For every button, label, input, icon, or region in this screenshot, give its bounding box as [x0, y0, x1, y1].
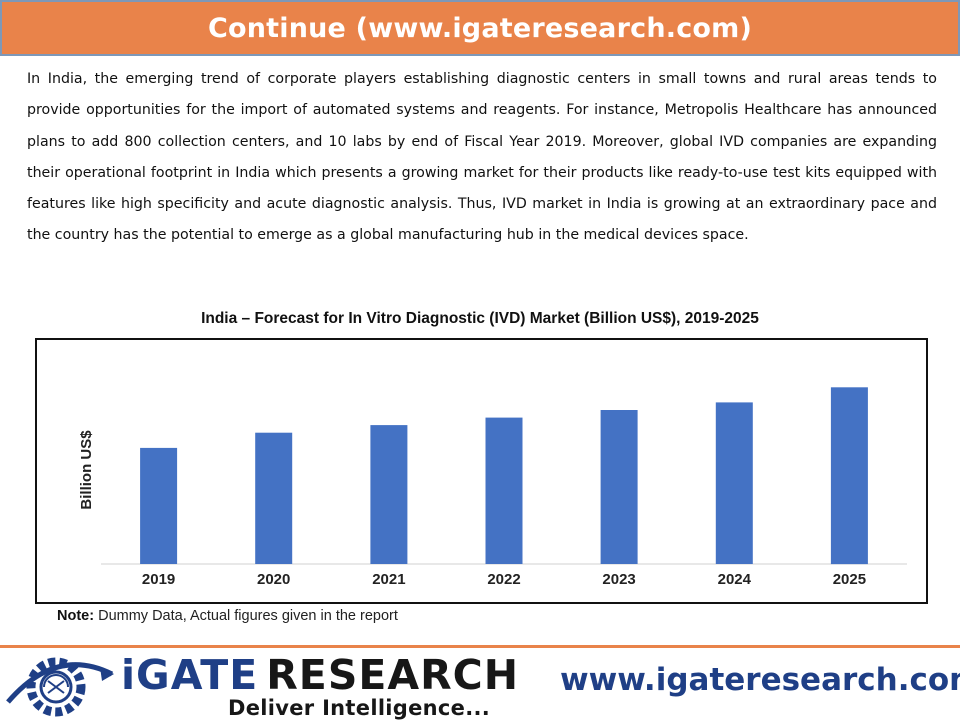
note-label: Note:	[57, 608, 95, 624]
chart-frame: Billion US$ 2019 2020 2021 2022 2023 2024 2025	[35, 338, 928, 604]
header-banner: Continue (www.igateresearch.com)	[0, 0, 960, 56]
x-tick-labels: 2019 2020 2021 2022 2023 2024 2025	[142, 571, 866, 588]
x-tick-label-2025: 2025	[833, 571, 866, 588]
bar-2024	[715, 402, 753, 564]
bar-2020	[255, 432, 293, 564]
page-title: Continue (www.igateresearch.com)	[207, 12, 753, 44]
chart-title: India – Forecast for In Vitro Diagnostic…	[201, 310, 759, 327]
logo-research: RESEARCH	[266, 651, 520, 699]
x-tick-label-2019: 2019	[142, 571, 175, 588]
x-tick-label-2022: 2022	[487, 571, 520, 588]
x-tick-label-2021: 2021	[372, 571, 405, 588]
bar-2025	[830, 387, 868, 565]
logo-igate: iGATE	[121, 651, 259, 699]
bar-2021	[370, 425, 408, 564]
footer-divider	[0, 645, 960, 648]
logo-wordmark: iGATE RESEARCH	[121, 654, 519, 696]
bar-chart: Billion US$ 2019 2020 2021 2022 2023 2024 2025	[78, 387, 907, 588]
company-logo: iGATE RESEARCH Deliver Intelligence...	[4, 652, 524, 720]
x-tick-label-2023: 2023	[602, 571, 635, 588]
x-tick-label-2024: 2024	[718, 571, 752, 588]
chart-note: Note: Dummy Data, Actual figures given i…	[57, 608, 398, 624]
logo-tagline: Deliver Intelligence...	[228, 696, 491, 720]
body-paragraph: In India, the emerging trend of corporat…	[27, 71, 937, 244]
note-text: Dummy Data, Actual figures given in the …	[94, 608, 398, 624]
bar-2023	[600, 410, 638, 564]
y-axis-label: Billion US$	[78, 430, 95, 510]
bar-2022	[485, 417, 523, 564]
gear-globe-icon	[6, 657, 114, 717]
bar-2019	[140, 447, 178, 564]
footer-website-link[interactable]: www.igateresearch.com	[560, 662, 960, 698]
bar-series	[140, 387, 868, 565]
x-tick-label-2020: 2020	[257, 571, 290, 588]
